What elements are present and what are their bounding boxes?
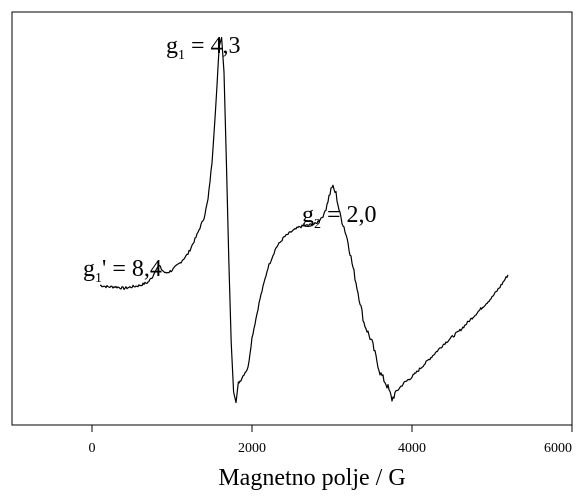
- x-tick-label: 2000: [238, 441, 266, 456]
- x-axis-ticks: 0 2000 4000 6000: [89, 425, 573, 456]
- spectrum-line: [100, 36, 509, 404]
- x-tick-label: 0: [89, 441, 96, 456]
- x-tick-label: 4000: [398, 441, 426, 456]
- plot-frame: [11, 11, 573, 426]
- annotation-g1-prime: g1' = 8,4: [83, 256, 162, 286]
- annotation-g2: g2 = 2,0: [302, 202, 377, 232]
- annotation-g1: g1 = 4,3: [166, 33, 241, 63]
- x-tick-label: 6000: [544, 441, 572, 456]
- x-axis-title: Magnetno polje / G: [218, 465, 405, 491]
